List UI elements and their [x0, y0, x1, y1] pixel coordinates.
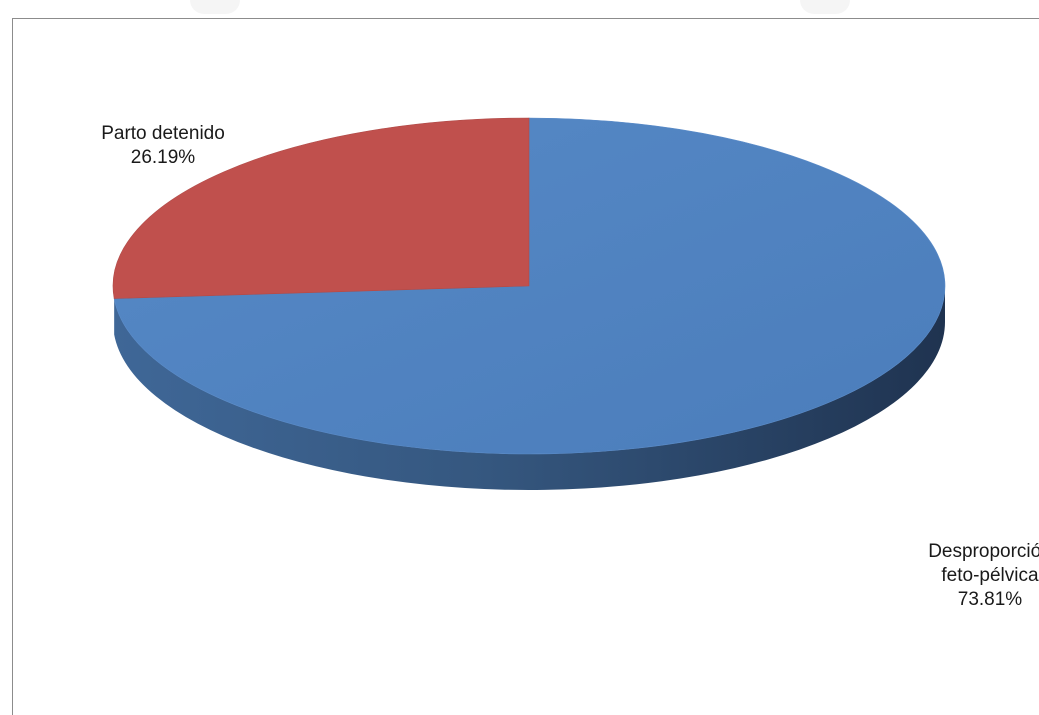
chart-area: [12, 18, 1039, 715]
pie-slice-parto-detenido: [112, 117, 530, 299]
slice-label-name-line1: Desproporción: [928, 541, 1039, 562]
slice-label-name-line2: feto-pélvica: [941, 565, 1039, 586]
slice-label-value: 73.81%: [957, 589, 1023, 610]
slice-label-name: Parto detenido: [101, 123, 225, 144]
pie-slice-side-desproporcion: [114, 286, 945, 491]
slice-label-value: 26.19%: [130, 147, 196, 168]
slice-label-desproporcion: Desproporción feto-pélvica 73.81%: [900, 540, 1039, 612]
slice-label-parto-detenido: Parto detenido 26.19%: [73, 122, 253, 170]
background-watermark-right: [800, 0, 850, 14]
pie-group: [112, 117, 946, 491]
background-watermark-left: [190, 0, 240, 14]
pie-slice-desproporcion: [113, 117, 946, 455]
